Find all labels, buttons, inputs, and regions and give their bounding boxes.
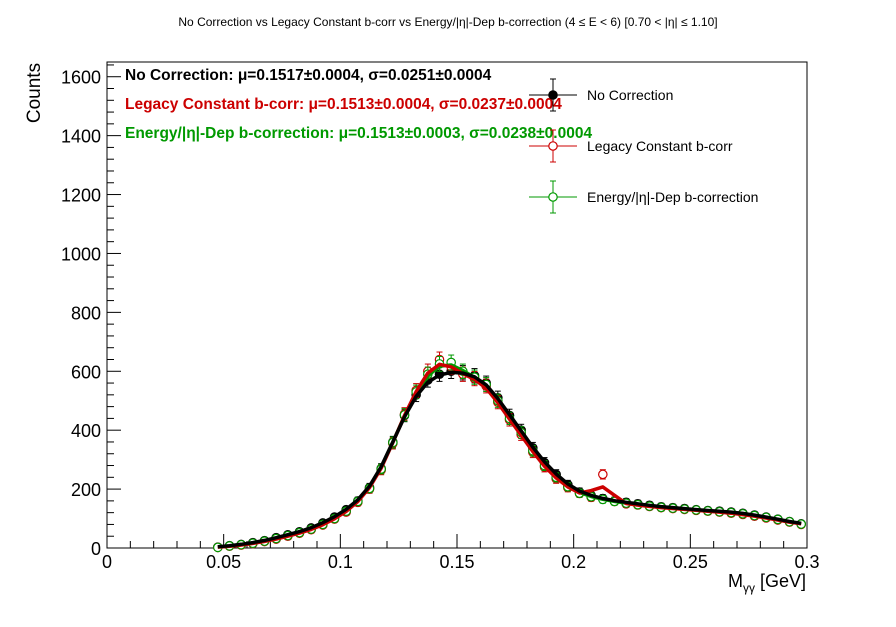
y-tick-label: 600 [71, 362, 101, 382]
y-tick-label: 400 [71, 421, 101, 441]
legend-item-2: Energy/|η|-Dep b-correction [529, 180, 758, 214]
legend-item-1: Legacy Constant b-corr [529, 129, 733, 163]
x-tick-label: 0.05 [206, 552, 241, 572]
fit-result-0: No Correction: μ=0.1517±0.0004, σ=0.0251… [125, 67, 492, 84]
x-axis: 0 0.05 0.1 0.15 0.2 0.25 0.3 [102, 534, 820, 572]
fit-result-2: Energy/|η|-Dep b-correction: μ=0.1513±0.… [125, 125, 592, 142]
x-tick-label: 0 [102, 552, 112, 572]
fit-result-label: Energy/|η|-Dep b-correction: [125, 125, 339, 142]
fit-curves [217, 362, 802, 549]
y-tick-label: 1400 [61, 127, 101, 147]
y-tick-label: 1600 [61, 68, 101, 88]
x-tick-label: 0.3 [794, 552, 819, 572]
fit-result-value: μ=0.1517±0.0004, σ=0.0251±0.0004 [238, 67, 492, 84]
series-1 [213, 351, 806, 553]
y-tick-label: 1200 [61, 186, 101, 206]
x-tick-label: 0.2 [561, 552, 586, 572]
legend-marker [548, 90, 558, 100]
fit-result-value: μ=0.1513±0.0003, σ=0.0238±0.0004 [339, 125, 593, 142]
legend-label: No Correction [587, 87, 673, 103]
legend-label: Energy/|η|-Dep b-correction [587, 189, 758, 205]
x-tick-label: 0.1 [328, 552, 353, 572]
x-axis-label-main: M [728, 571, 743, 591]
fit-curve-1 [217, 362, 802, 549]
series-2 [213, 354, 806, 553]
series-layer [213, 351, 806, 553]
legend-item-0: No Correction [529, 78, 673, 112]
fit-curve-2 [217, 363, 802, 549]
legend-label: Legacy Constant b-corr [587, 138, 733, 154]
x-tick-label: 0.25 [673, 552, 708, 572]
legend-marker [548, 192, 558, 202]
y-tick-label: 1000 [61, 244, 101, 264]
chart-title: No Correction vs Legacy Constant b-corr … [178, 15, 717, 29]
series-0 [213, 363, 806, 552]
fit-result-label: Legacy Constant b-corr: [125, 96, 308, 113]
y-axis: 0 200 400 600 800 1000 1200 1400 1600 [61, 64, 121, 559]
legend: No Correction Legacy Constant b-corr Energ… [529, 78, 758, 214]
fit-result-value: μ=0.1513±0.0004, σ=0.0237±0.0004 [308, 96, 562, 113]
data-point [598, 469, 608, 480]
fit-results: No Correction: μ=0.1517±0.0004, σ=0.0251… [125, 67, 592, 142]
legend-marker [548, 141, 558, 151]
y-tick-label: 200 [71, 480, 101, 500]
y-tick-label: 0 [91, 539, 101, 559]
x-tick-label: 0.15 [439, 552, 474, 572]
y-tick-label: 800 [71, 303, 101, 323]
x-axis-label-unit: [GeV] [755, 571, 806, 591]
y-axis-label: Counts [24, 63, 45, 123]
fit-curve-0 [217, 370, 802, 549]
x-axis-label: Mγγ [GeV] [728, 571, 806, 595]
x-axis-label-subscript: γγ [743, 581, 755, 595]
fit-result-label: No Correction: [125, 67, 238, 84]
fit-result-1: Legacy Constant b-corr: μ=0.1513±0.0004,… [125, 96, 562, 113]
